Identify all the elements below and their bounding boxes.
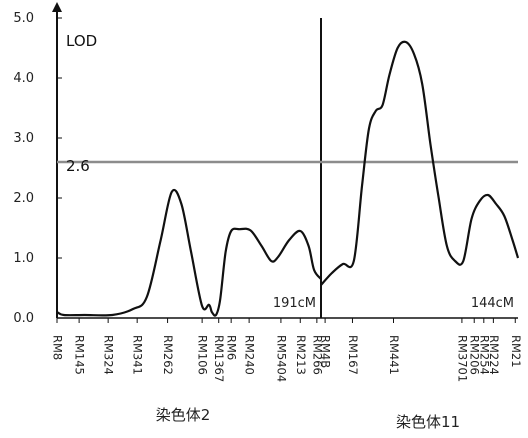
marker-label: RM21 [509, 335, 523, 368]
marker-label: RM1367 [212, 335, 226, 382]
y-tick-label: 2.0 [13, 191, 34, 206]
marker-label: RM167 [346, 335, 360, 375]
marker-label: RM5404 [274, 335, 288, 382]
marker-label: RM324 [102, 335, 116, 375]
marker-label: RM106 [196, 335, 210, 375]
lod-curve-chromosome-11 [320, 40, 520, 286]
plot-frame: 0.0 1.0 2.0 3.0 4.0 5.0 [13, 2, 518, 326]
y-tick-label: 5.0 [13, 11, 34, 26]
marker-label: RM266 [310, 335, 324, 375]
marker-label: RM145 [73, 335, 87, 375]
marker-label: RM262 [161, 335, 175, 375]
marker-label: RM3701 [455, 335, 469, 382]
marker-label: RM224 [487, 335, 501, 375]
marker-label: RM240 [243, 335, 257, 375]
marker-label: RM6 [225, 335, 239, 360]
marker-label: RM213 [294, 335, 308, 375]
marker-label: RM441 [387, 335, 401, 375]
chromosome-11-length: 144cM [471, 296, 514, 311]
marker-label: RM341 [131, 335, 145, 375]
chromosome-2-label: 染色体2 [156, 406, 211, 424]
threshold-label: 2.6 [66, 157, 90, 175]
y-axis-arrow [52, 2, 62, 12]
chromosome-2-length: 191cM [273, 296, 316, 311]
y-tick-label: 1.0 [13, 251, 34, 266]
y-tick-label: 3.0 [13, 131, 34, 146]
y-tick-label: 4.0 [13, 71, 34, 86]
y-axis-title: LOD [66, 32, 97, 50]
chromosome-11-label: 染色体11 [396, 413, 460, 431]
marker-label: RM206 [468, 335, 482, 375]
marker-label: RM4B [319, 335, 333, 368]
y-tick-label: 0.0 [13, 311, 34, 326]
marker-label: RM254 [477, 335, 491, 375]
marker-label: RM8 [51, 335, 65, 360]
lod-curve-chromosome-2 [56, 188, 322, 317]
